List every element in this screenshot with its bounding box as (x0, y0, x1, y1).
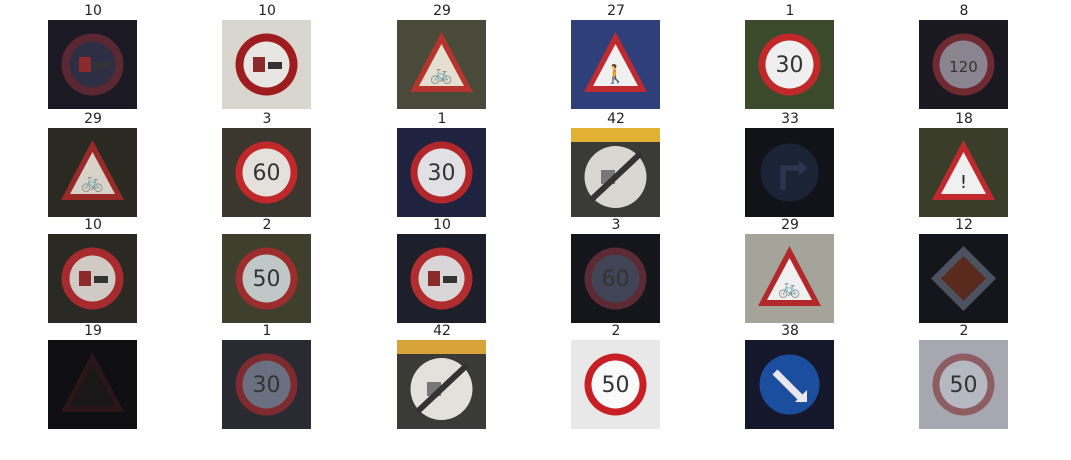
grid-cell: 29 🚲 (397, 2, 487, 109)
grid-cell: 10 (397, 216, 487, 323)
image-label: 10 (258, 3, 276, 19)
grid-cell: 42 (397, 322, 487, 429)
traffic-sign-thumbnail: 🚲 (48, 128, 137, 217)
sign-symbol: 🚲 (81, 172, 103, 193)
grid-cell: 29 🚲 (48, 110, 138, 217)
image-label: 1 (437, 111, 447, 127)
traffic-sign-thumbnail (919, 234, 1008, 323)
image-label: 2 (959, 323, 969, 339)
traffic-sign-thumbnail (397, 340, 486, 429)
image-label: 27 (607, 3, 625, 19)
image-label: 29 (781, 217, 799, 233)
image-label: 29 (84, 111, 102, 127)
sign-value: 30 (776, 53, 804, 78)
image-label: 19 (84, 323, 102, 339)
grid-cell: 18! (919, 110, 1009, 217)
grid-cell: 1 30 (745, 2, 835, 109)
traffic-sign-thumbnail: 120 (919, 20, 1008, 109)
image-label: 10 (84, 217, 102, 233)
traffic-sign-thumbnail (48, 340, 137, 429)
image-label: 10 (433, 217, 451, 233)
sign-symbol: ! (960, 172, 967, 193)
traffic-sign-thumbnail (745, 128, 834, 217)
traffic-sign-thumbnail: 🚲 (397, 20, 486, 109)
grid-cell: 2 50 (571, 322, 661, 429)
image-label: 2 (611, 323, 621, 339)
grid-cell: 2 50 (222, 216, 312, 323)
sign-value: 30 (253, 373, 281, 398)
sign-value: 60 (253, 161, 281, 186)
sign-value: 120 (949, 58, 978, 76)
traffic-sign-thumbnail (397, 234, 486, 323)
sign-value: 50 (602, 373, 630, 398)
grid-cell: 42 (571, 110, 661, 217)
grid-cell: 1 30 (397, 110, 487, 217)
image-label: 8 (959, 3, 969, 19)
traffic-sign-thumbnail: 🚲 (745, 234, 834, 323)
traffic-sign-thumbnail (222, 20, 311, 109)
grid-cell: 3 60 (222, 110, 312, 217)
image-label: 18 (955, 111, 973, 127)
image-label: 42 (433, 323, 451, 339)
grid-cell: 1 30 (222, 322, 312, 429)
sign-symbol: 🚲 (778, 278, 800, 299)
grid-cell: 10 (48, 2, 138, 109)
traffic-sign-thumbnail: 30 (397, 128, 486, 217)
grid-cell: 8 120 (919, 2, 1009, 109)
grid-cell: 29 🚲 (745, 216, 835, 323)
traffic-sign-thumbnail: 60 (571, 234, 660, 323)
image-label: 42 (607, 111, 625, 127)
sign-value: 50 (253, 267, 281, 292)
image-label: 2 (262, 217, 272, 233)
grid-cell: 2 50 (919, 322, 1009, 429)
traffic-sign-thumbnail: 50 (571, 340, 660, 429)
grid-cell: 12 (919, 216, 1009, 323)
sign-symbol: 🚲 (430, 64, 452, 85)
traffic-sign-thumbnail: 50 (222, 234, 311, 323)
image-label: 12 (955, 217, 973, 233)
grid-cell: 3 60 (571, 216, 661, 323)
traffic-sign-thumbnail: 30 (745, 20, 834, 109)
sign-symbol: 🚶 (604, 63, 626, 85)
grid-cell: 27 🚶 (571, 2, 661, 109)
traffic-sign-thumbnail: 60 (222, 128, 311, 217)
traffic-sign-thumbnail: 🚶 (571, 20, 660, 109)
grid-cell: 38 (745, 322, 835, 429)
traffic-sign-thumbnail: ! (919, 128, 1008, 217)
traffic-sign-thumbnail (745, 340, 834, 429)
grid-cell: 10 (48, 216, 138, 323)
image-label: 38 (781, 323, 799, 339)
image-label: 1 (785, 3, 795, 19)
grid-cell: 19 (48, 322, 138, 429)
traffic-sign-thumbnail: 30 (222, 340, 311, 429)
traffic-sign-thumbnail (48, 20, 137, 109)
sign-value: 30 (428, 161, 456, 186)
image-label: 29 (433, 3, 451, 19)
sign-value: 60 (602, 267, 630, 292)
image-label: 10 (84, 3, 102, 19)
grid-cell: 33 (745, 110, 835, 217)
traffic-sign-thumbnail (48, 234, 137, 323)
image-label: 3 (611, 217, 621, 233)
grid-cell: 10 (222, 2, 312, 109)
traffic-sign-thumbnail: 50 (919, 340, 1008, 429)
image-label: 3 (262, 111, 272, 127)
image-label: 33 (781, 111, 799, 127)
sign-value: 50 (950, 373, 978, 398)
image-label: 1 (262, 323, 272, 339)
traffic-sign-thumbnail (571, 128, 660, 217)
